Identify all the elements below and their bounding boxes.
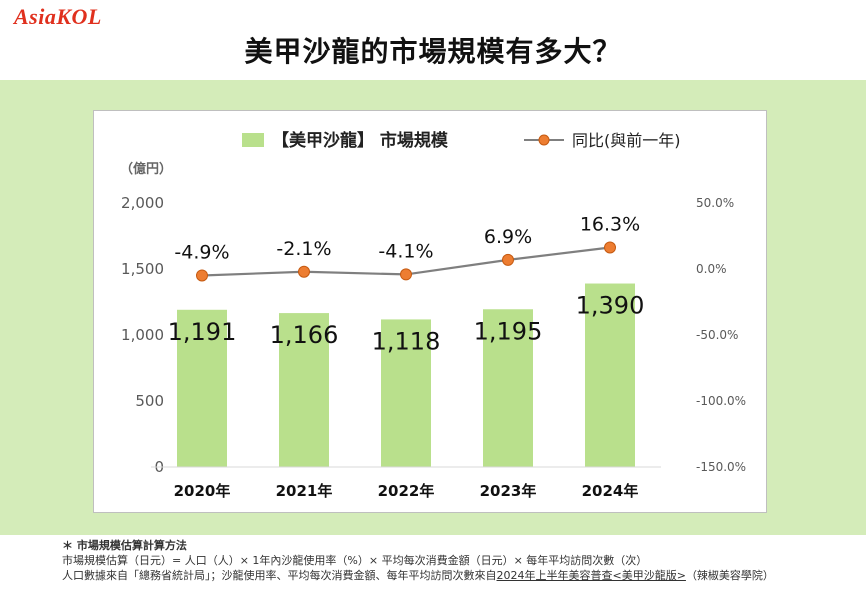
y-tick-label: 500 xyxy=(135,392,164,410)
y2-tick-label: -150.0% xyxy=(696,460,746,474)
footnote-source-link[interactable]: 2024年上半年美容普查<美甲沙龍版> xyxy=(496,569,686,582)
legend-label-bar: 【美甲沙龍】 市場規模 xyxy=(272,130,449,151)
y-tick-label: 2,000 xyxy=(121,194,164,212)
bar-data-label: 1,191 xyxy=(168,318,237,346)
footnote-heading: ＊ 市場規模估算計算方法 xyxy=(62,539,187,552)
legend-swatch-bar xyxy=(242,133,264,147)
legend-marker-sample xyxy=(538,134,550,146)
y2-tick-label: 50.0% xyxy=(696,196,734,210)
x-tick-label: 2021年 xyxy=(276,482,333,500)
yoy-data-label: 16.3% xyxy=(580,213,640,235)
bar-2023年 xyxy=(483,309,533,467)
y-tick-label: 1,000 xyxy=(121,326,164,344)
x-tick-label: 2023年 xyxy=(480,482,537,500)
y-axis-label: （億円） xyxy=(120,161,172,177)
x-tick-label: 2024年 xyxy=(582,482,639,500)
yoy-point xyxy=(196,269,208,282)
footnote-source-prefix: 人口數據來自「總務省統計局」；沙龍使用率、平均每次消費金額、每年平均訪問次數來自 xyxy=(62,569,497,582)
bar-2024年 xyxy=(585,283,635,467)
yoy-point xyxy=(298,265,310,278)
market-size-chart: 【美甲沙龍】 市場規模 同比(與前一年)（億円）05001,0001,5002,0… xyxy=(120,130,746,500)
yoy-data-label: -4.9% xyxy=(174,241,229,263)
yoy-point xyxy=(502,253,514,266)
legend-label-line: 同比(與前一年) xyxy=(572,131,681,150)
page-title: 美甲沙龍的市場規模有多大？ xyxy=(244,35,622,68)
bar-data-label: 1,195 xyxy=(474,317,543,345)
bar-2021年 xyxy=(279,313,329,467)
chart-card: 【美甲沙龍】 市場規模 同比(與前一年) （億円） 0 500 1,000 1,500 2,0… xyxy=(93,110,767,513)
bar-data-label: 1,390 xyxy=(576,292,645,320)
y-tick-label: 1,500 xyxy=(121,260,164,278)
footnote-source-suffix: （辣椒美容學院） xyxy=(685,569,774,582)
y2-tick-label: -100.0% xyxy=(696,394,746,408)
asiakol-logo: AsiaKOL xyxy=(14,4,102,29)
yoy-point xyxy=(400,268,412,281)
yoy-data-label: -2.1% xyxy=(276,238,331,260)
yoy-point xyxy=(604,241,616,254)
footnote-source: 人口數據來自「總務省統計局」；沙龍使用率、平均每次消費金額、每年平均訪問次數來自… xyxy=(62,567,774,583)
y2-tick-label: 0.0% xyxy=(696,262,727,276)
yoy-data-label: -4.1% xyxy=(378,240,433,262)
y2-tick-label: -50.0% xyxy=(696,328,738,342)
footnote-formula: 市場規模估算（日元）= 人口（人）× 1年內沙龍使用率（%）× 平均每次消費金額… xyxy=(62,554,648,567)
bar-data-label: 1,166 xyxy=(270,321,339,349)
yoy-data-label: 6.9% xyxy=(484,226,532,248)
bar-2020年 xyxy=(177,309,227,467)
bar-data-label: 1,118 xyxy=(372,327,441,355)
x-tick-label: 2022年 xyxy=(378,482,435,500)
x-tick-label: 2020年 xyxy=(174,482,231,500)
bar-2022年 xyxy=(381,319,431,467)
